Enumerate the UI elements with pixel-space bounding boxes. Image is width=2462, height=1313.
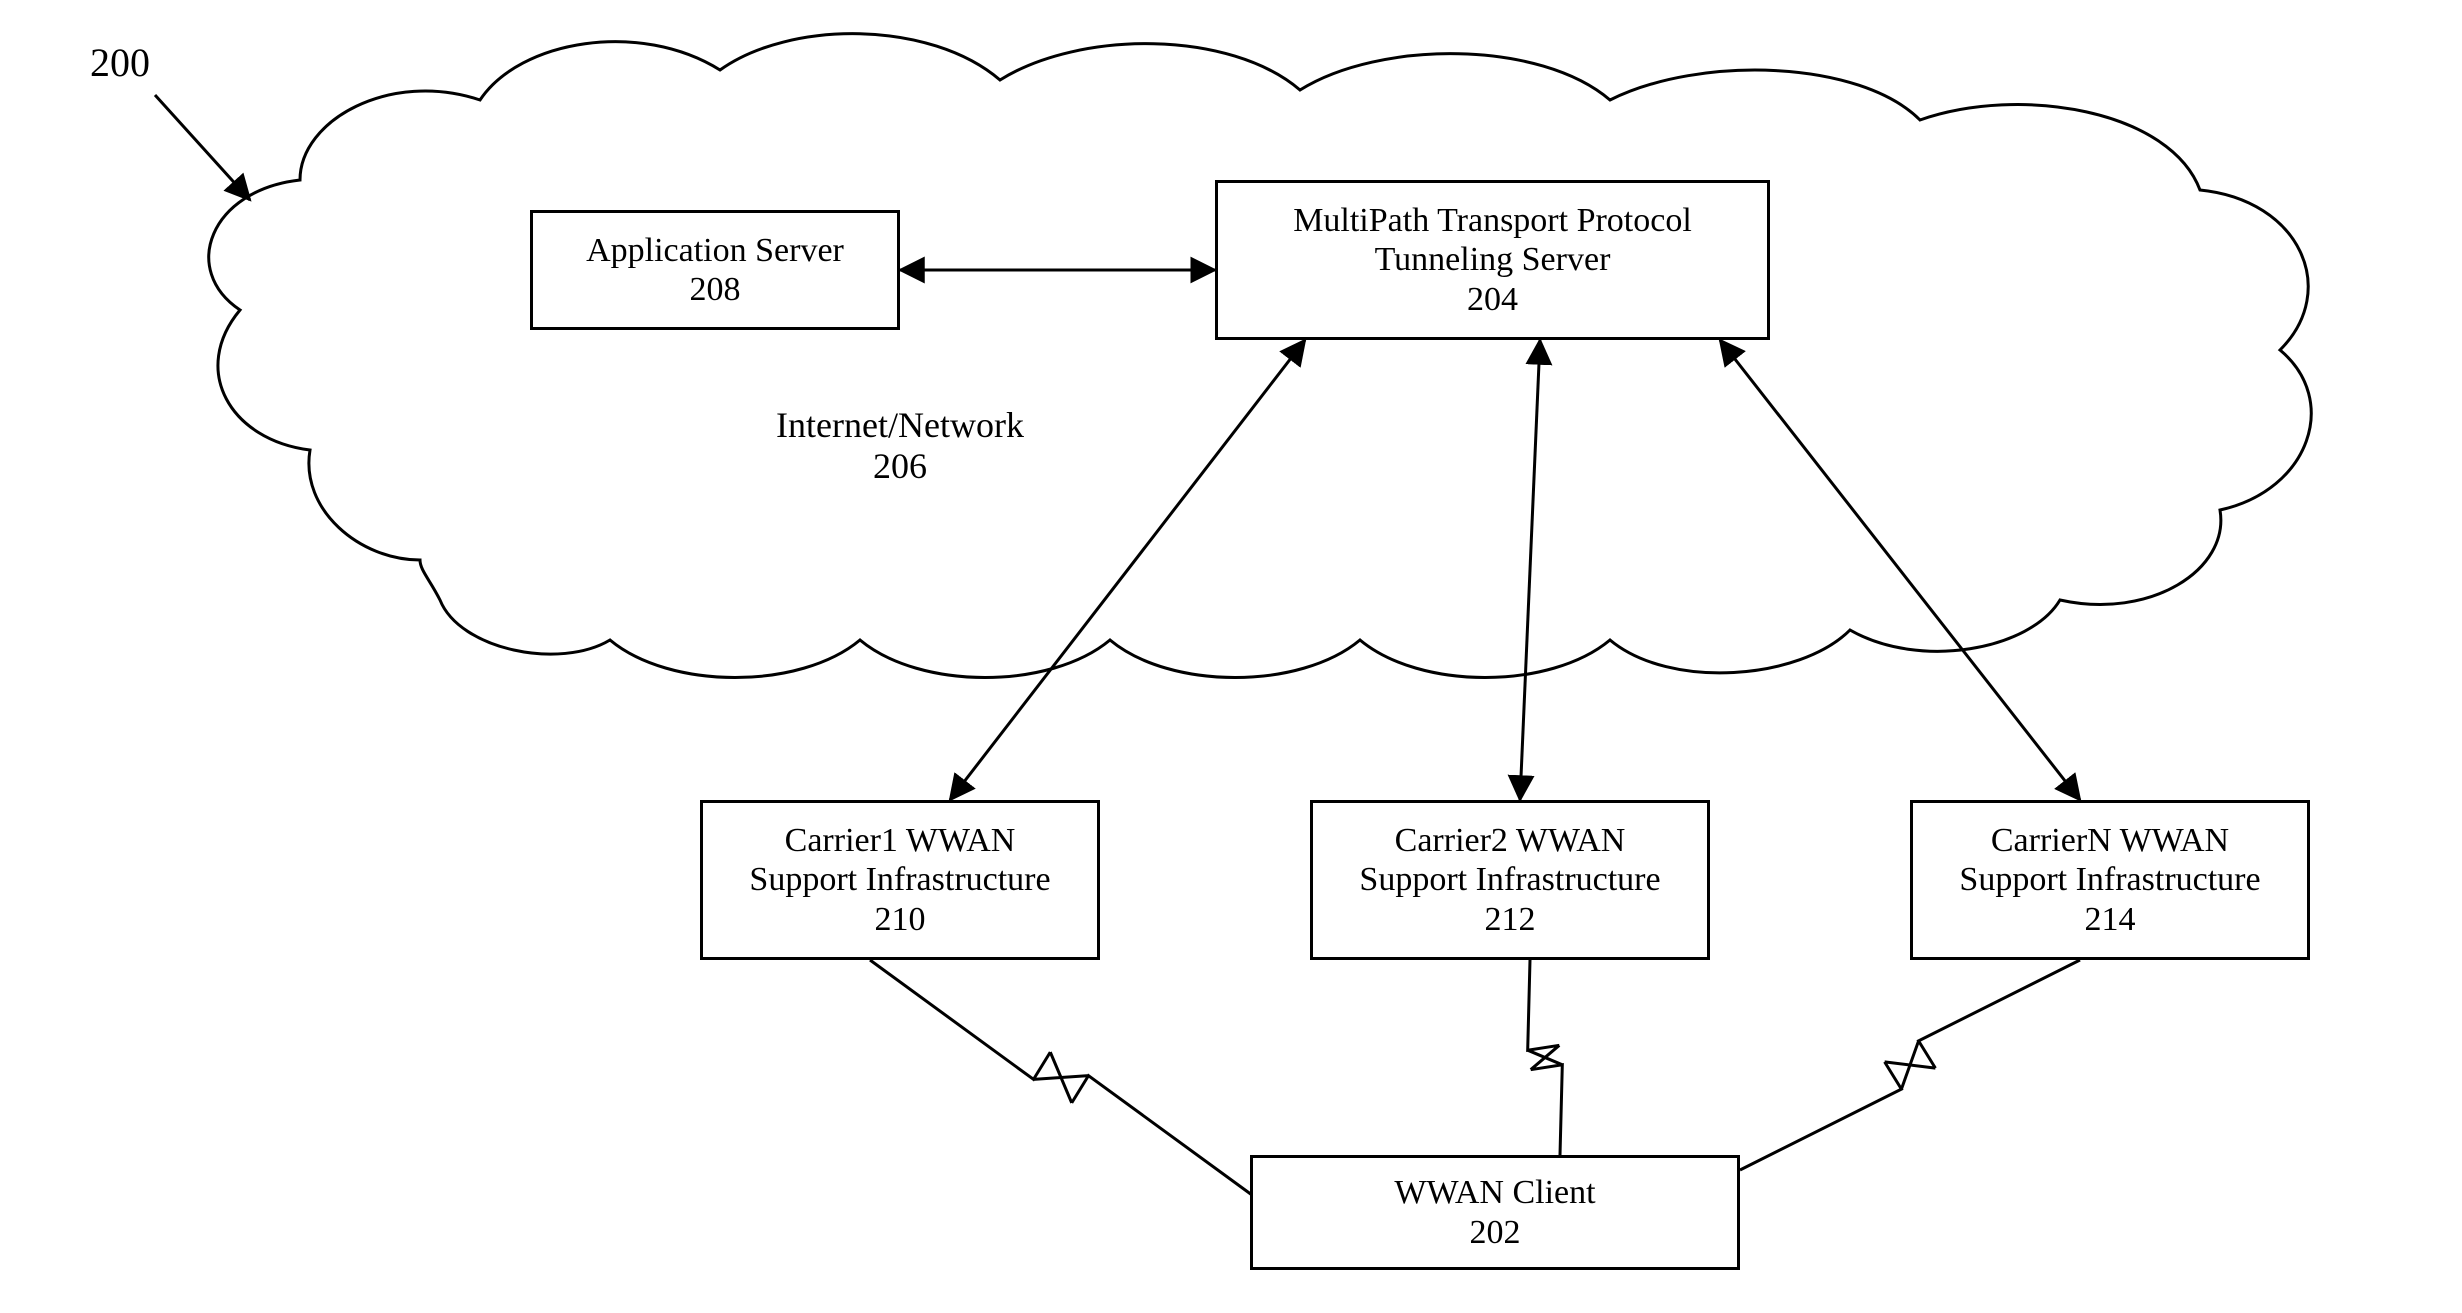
carrier2-line3: 212 (1485, 900, 1536, 939)
cloud-label: Internet/Network 206 (700, 405, 1100, 505)
application-server-node: Application Server 208 (530, 210, 900, 330)
carrierN-line3: 214 (2085, 900, 2136, 939)
mp-server-line3: 204 (1467, 280, 1518, 319)
diagram-canvas: 200 Internet/Network 206 Application Ser… (0, 0, 2462, 1313)
carrier1-node: Carrier1 WWAN Support Infrastructure 210 (700, 800, 1100, 960)
carrierN-node: CarrierN WWAN Support Infrastructure 214 (1910, 800, 2310, 960)
cloud-label-line2: 206 (700, 446, 1100, 487)
carrierN-line1: CarrierN WWAN (1991, 821, 2229, 860)
cloud-label-line1: Internet/Network (700, 405, 1100, 446)
wwan-client-line2: 202 (1470, 1213, 1521, 1252)
carrier2-line1: Carrier2 WWAN (1395, 821, 1626, 860)
carrier2-line2: Support Infrastructure (1359, 860, 1660, 899)
carrierN-line2: Support Infrastructure (1959, 860, 2260, 899)
figure-number-label: 200 (60, 40, 180, 100)
carrier1-line1: Carrier1 WWAN (785, 821, 1016, 860)
double-arrows-group (900, 270, 2080, 800)
cloud-outline (209, 34, 2311, 678)
mp-server-line1: MultiPath Transport Protocol (1293, 201, 1692, 240)
mp-server-line2: Tunneling Server (1375, 240, 1611, 279)
figure-pointer-arrow (155, 95, 250, 200)
carrier2-node: Carrier2 WWAN Support Infrastructure 212 (1310, 800, 1710, 960)
carrier1-line2: Support Infrastructure (749, 860, 1050, 899)
carrier1-line3: 210 (875, 900, 926, 939)
multipath-server-node: MultiPath Transport Protocol Tunneling S… (1215, 180, 1770, 340)
wwan-client-line1: WWAN Client (1394, 1173, 1595, 1212)
app-server-line1: Application Server (586, 231, 844, 270)
wwan-client-node: WWAN Client 202 (1250, 1155, 1740, 1270)
app-server-line2: 208 (690, 270, 741, 309)
